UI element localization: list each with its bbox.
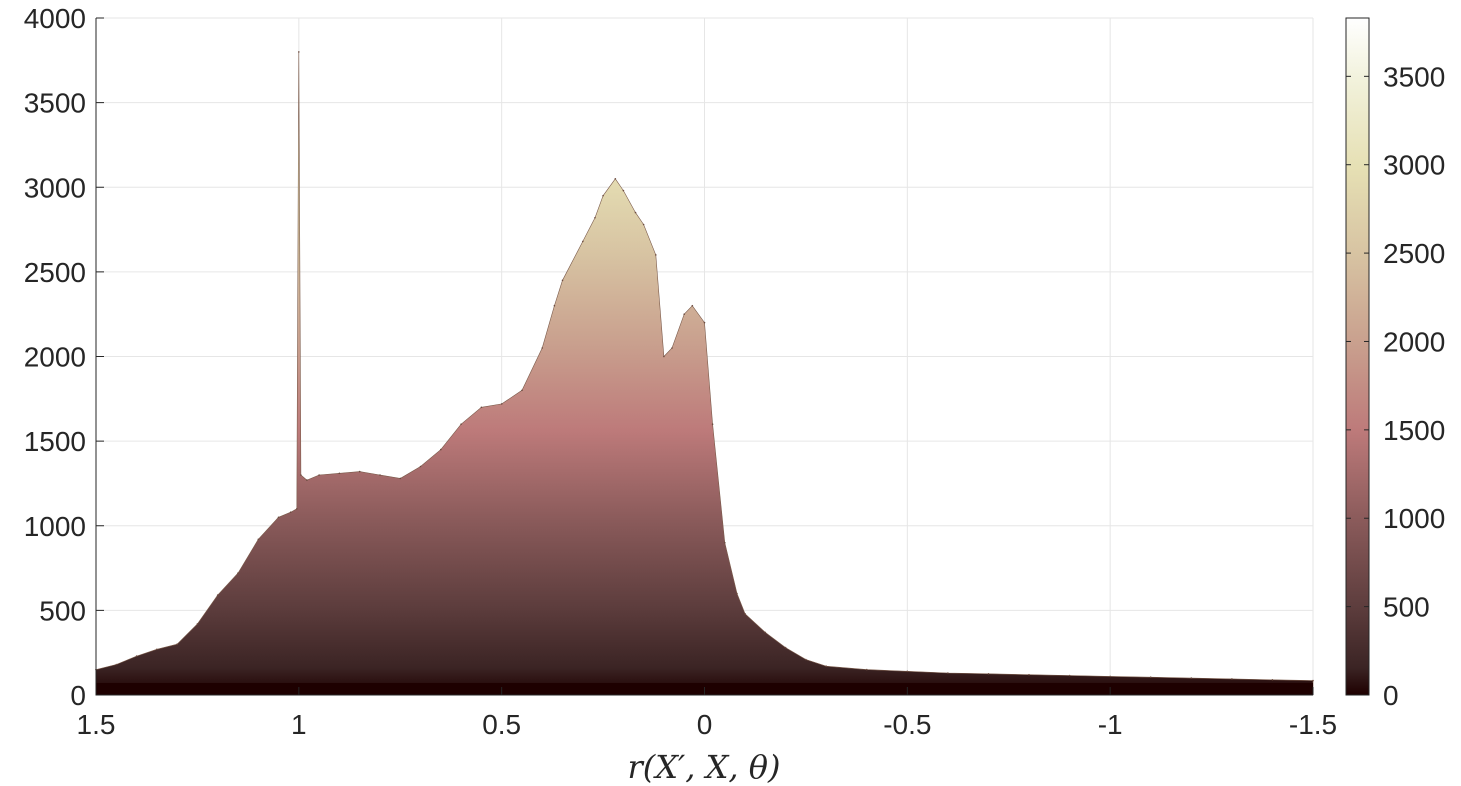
data-point <box>1231 678 1233 680</box>
data-point <box>671 347 673 349</box>
data-point <box>906 670 909 673</box>
data-point <box>561 279 564 282</box>
y-tick-label: 0 <box>70 680 86 711</box>
data-point <box>724 541 726 544</box>
colorbar-tick-label: 500 <box>1383 592 1430 623</box>
colorbar-tick-label: 0 <box>1383 680 1399 711</box>
data-point <box>1271 679 1274 681</box>
data-point <box>541 347 543 349</box>
x-axis-ticks: 1.5 1 0.5 0 -0.5 -1 -1.5 <box>77 687 1337 740</box>
data-point <box>1109 675 1111 678</box>
y-axis-ticks: 0 500 1000 1500 2000 2500 3000 3500 4000 <box>24 3 104 711</box>
data-point <box>1149 676 1152 678</box>
data-point <box>691 304 694 307</box>
y-tick-label: 500 <box>39 595 86 626</box>
data-point <box>237 572 239 574</box>
data-point <box>306 479 308 481</box>
data-point <box>500 403 503 405</box>
data-point <box>338 472 341 475</box>
data-point <box>711 423 714 426</box>
data-point <box>736 592 738 595</box>
data-point <box>744 613 746 615</box>
data-point <box>655 254 657 256</box>
data-point <box>1312 679 1314 682</box>
data-point <box>379 474 381 476</box>
y-tick-label: 1500 <box>24 426 86 457</box>
data-point <box>987 673 990 675</box>
data-point <box>764 631 767 634</box>
data-point <box>296 508 298 510</box>
data-point <box>300 474 302 476</box>
data-point <box>663 355 665 358</box>
data-point <box>947 672 949 674</box>
data-point <box>399 477 402 480</box>
data-point <box>703 321 706 324</box>
y-tick-label: 1000 <box>24 511 86 542</box>
data-point <box>642 223 645 226</box>
data-point <box>318 474 320 476</box>
x-tick-label: 0 <box>697 709 713 740</box>
data-point <box>784 646 787 649</box>
y-tick-label: 4000 <box>24 3 86 34</box>
colorbar-ticks: 0 500 1000 1500 2000 2500 3000 3500 <box>1346 61 1445 711</box>
data-point <box>358 470 361 473</box>
x-tick-label: -1.5 <box>1289 709 1337 740</box>
data-point <box>594 216 596 219</box>
data-point <box>825 665 827 667</box>
colorbar-tick-label: 2500 <box>1383 238 1445 269</box>
data-point <box>277 516 280 519</box>
data-point <box>176 643 178 645</box>
data-point <box>582 240 584 243</box>
data-point <box>866 668 868 671</box>
data-point <box>440 448 442 451</box>
y-tick-label: 2500 <box>24 257 86 288</box>
data-point <box>460 423 462 426</box>
data-point <box>480 406 483 409</box>
data-point <box>156 648 158 651</box>
y-tick-label: 2000 <box>24 342 86 373</box>
data-point <box>553 304 556 307</box>
data-point <box>115 663 118 666</box>
data-point <box>521 389 523 392</box>
x-tick-label: 0.5 <box>482 709 521 740</box>
colorbar-tick-label: 1500 <box>1383 415 1445 446</box>
data-point <box>196 623 199 625</box>
x-tick-label: 1 <box>291 709 307 740</box>
data-point <box>634 211 637 214</box>
data-point <box>805 658 807 661</box>
data-point <box>1190 677 1193 679</box>
colorbar-tick-label: 2000 <box>1383 326 1445 357</box>
data-point <box>1028 673 1030 676</box>
x-axis-label: r(X′, X, θ) <box>627 748 780 786</box>
colorbar <box>1345 17 1370 696</box>
colorbar-tick-label: 3500 <box>1383 61 1445 92</box>
data-point <box>683 313 685 316</box>
data-point <box>298 51 300 53</box>
x-tick-label: -0.5 <box>883 709 931 740</box>
x-tick-label: 1.5 <box>77 709 116 740</box>
colorbar-tick-label: 3000 <box>1383 150 1445 181</box>
data-point <box>419 465 422 468</box>
data-area-group <box>95 51 1314 696</box>
data-point <box>602 194 604 197</box>
data-point <box>257 538 260 541</box>
data-point <box>135 655 138 657</box>
data-point <box>614 178 617 180</box>
data-point <box>1068 674 1071 677</box>
x-tick-label: -1 <box>1098 709 1123 740</box>
colorbar-tick-label: 1000 <box>1383 503 1445 534</box>
data-point <box>216 594 219 596</box>
data-point <box>289 511 292 513</box>
y-tick-label: 3500 <box>24 88 86 119</box>
y-tick-label: 3000 <box>24 172 86 203</box>
data-point <box>622 189 625 192</box>
